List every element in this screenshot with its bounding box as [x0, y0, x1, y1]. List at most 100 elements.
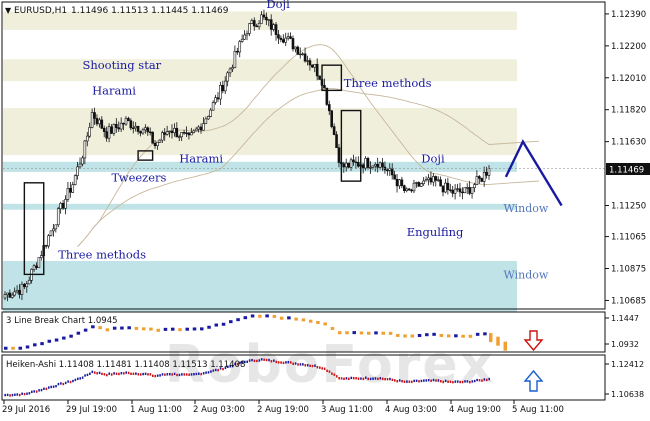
price-axis-tick: 1.11630: [611, 138, 646, 148]
heiken-ashi-bar: [360, 377, 362, 380]
heiken-ashi-bar: [125, 371, 127, 374]
heiken-ashi-bar: [33, 390, 36, 393]
resistance-zone: [3, 108, 517, 156]
heiken-ashi-bar: [410, 380, 413, 384]
candle-body: [228, 68, 232, 74]
heiken-ashi-bar: [253, 359, 256, 363]
heiken-ashi-bar: [241, 361, 244, 364]
price-axis-tick: 1.12390: [611, 10, 646, 20]
candle-body: [386, 169, 389, 172]
break-brick: [425, 333, 429, 337]
candle-body: [100, 119, 104, 129]
support-zone: [3, 203, 517, 210]
candle-body: [373, 164, 377, 167]
heiken-ashi-bar: [401, 379, 403, 383]
candle-body: [313, 63, 317, 68]
heiken-ashi-bar: [207, 371, 210, 374]
heiken-ashi-bar: [132, 372, 135, 376]
heiken-ashi-bar: [377, 377, 379, 381]
candle-body: [357, 162, 360, 167]
candle-body: [192, 130, 196, 133]
pattern-box: [23, 182, 45, 276]
heiken-ashi-bar: [14, 393, 16, 396]
heiken-ashi-bar: [214, 368, 217, 372]
heiken-ashi-bar: [273, 359, 275, 362]
candle-body: [243, 34, 246, 40]
heiken-ashi-bar: [60, 382, 62, 385]
candle-body: [395, 178, 399, 187]
heiken-ashi-bar: [415, 379, 418, 382]
candle-body: [136, 125, 140, 132]
candle-body: [15, 289, 19, 293]
candle-body: [456, 188, 459, 190]
candle-body: [146, 127, 150, 133]
heiken-ashi-bar: [454, 380, 457, 383]
break-brick: [308, 319, 313, 323]
candle-body: [129, 120, 133, 129]
symbol-triangle-icon[interactable]: ▼: [5, 6, 12, 15]
break-brick: [410, 334, 415, 338]
heiken-ashi-bar: [335, 375, 338, 378]
candle-body: [211, 102, 215, 111]
heiken-ashi-bar: [113, 372, 115, 375]
candle-body: [161, 132, 164, 141]
heiken-ashi-bar: [362, 377, 365, 381]
heiken-ashi-bar: [154, 374, 157, 378]
candle-body: [209, 109, 212, 117]
current-price-label: 1.11469: [609, 166, 644, 176]
candle-body: [219, 84, 222, 100]
heiken-ashi-bar: [430, 379, 432, 382]
pattern-label: Engulfing: [407, 225, 464, 239]
quote-values: 1.11496 1.11513 1.11445 1.11469: [71, 6, 229, 16]
candle-body: [376, 164, 379, 168]
heiken-ashi-bar: [205, 371, 207, 374]
candle-body: [303, 53, 307, 62]
heiken-ashi-bar: [18, 393, 21, 397]
break-brick: [47, 339, 52, 343]
heiken-ashi-bar: [355, 377, 357, 380]
heiken-ashi-bar: [47, 386, 50, 389]
candle-body: [3, 294, 7, 299]
break-brick: [279, 316, 284, 320]
candle-body: [32, 265, 36, 270]
heiken-ashi-bar: [23, 392, 26, 396]
break-brick: [388, 331, 393, 335]
heiken-ashi-bar: [4, 393, 6, 397]
candle-body: [458, 188, 462, 193]
candle-body: [468, 187, 471, 194]
break-brick: [76, 331, 81, 335]
candle-body: [69, 188, 72, 193]
candle-body: [446, 182, 450, 191]
heiken-ashi-bar: [364, 376, 367, 379]
heiken-ashi-bar: [236, 362, 239, 366]
heiken-ashi-bar: [292, 362, 294, 365]
heiken-ashi-bar: [52, 385, 55, 388]
time-axis-tick: 3 Aug 11:00: [321, 405, 373, 415]
candle-body: [342, 163, 346, 168]
candle-body: [248, 23, 251, 34]
break-brick: [170, 327, 175, 331]
candle-body: [296, 46, 300, 55]
break-brick: [149, 327, 153, 331]
heiken-ashi-bar: [369, 377, 372, 381]
three-line-break-series: [4, 314, 508, 351]
break-brick: [272, 314, 277, 318]
candle-body: [415, 182, 418, 184]
heiken-ashi-bar: [152, 374, 154, 377]
price-axis-tick: 1.11250: [611, 201, 646, 211]
heiken-ashi-bar: [413, 379, 415, 383]
symbol-label: EURUSD,H1: [14, 6, 67, 16]
break-brick: [221, 322, 226, 326]
candle-body: [260, 14, 263, 24]
heiken-ashi-bar: [282, 361, 285, 365]
break-brick: [54, 338, 59, 342]
heiken-ashi-bar: [212, 369, 215, 372]
price-axis-tick: 1.12200: [611, 42, 646, 52]
heiken-ashi-bar: [459, 380, 461, 384]
heiken-ashi-bar: [442, 380, 445, 384]
candle-body: [298, 53, 302, 56]
heiken-ashi-bar: [79, 377, 82, 380]
candle-body: [470, 187, 474, 194]
break-brick: [454, 334, 458, 338]
candle-body: [436, 179, 440, 181]
